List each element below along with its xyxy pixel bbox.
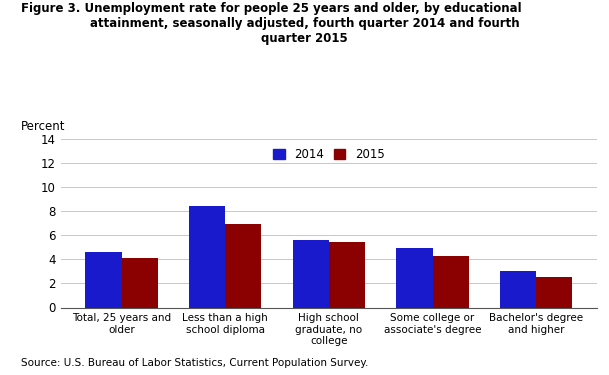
Text: Source: U.S. Bureau of Labor Statistics, Current Population Survey.: Source: U.S. Bureau of Labor Statistics,… bbox=[21, 357, 368, 368]
Bar bbox=[500, 272, 536, 308]
Bar bbox=[329, 242, 365, 308]
Bar bbox=[292, 240, 329, 308]
Bar bbox=[536, 278, 572, 308]
Bar bbox=[189, 206, 225, 308]
Bar bbox=[225, 224, 261, 308]
Text: quarter 2015: quarter 2015 bbox=[261, 32, 348, 45]
Bar bbox=[432, 256, 469, 308]
Bar bbox=[396, 249, 432, 308]
Legend: 2014, 2015: 2014, 2015 bbox=[273, 148, 385, 161]
Text: Figure 3. Unemployment rate for people 25 years and older, by educational: Figure 3. Unemployment rate for people 2… bbox=[21, 2, 522, 15]
Bar bbox=[122, 258, 158, 308]
Text: Percent: Percent bbox=[21, 120, 66, 133]
Bar bbox=[85, 252, 122, 308]
Text: attainment, seasonally adjusted, fourth quarter 2014 and fourth: attainment, seasonally adjusted, fourth … bbox=[90, 17, 519, 30]
